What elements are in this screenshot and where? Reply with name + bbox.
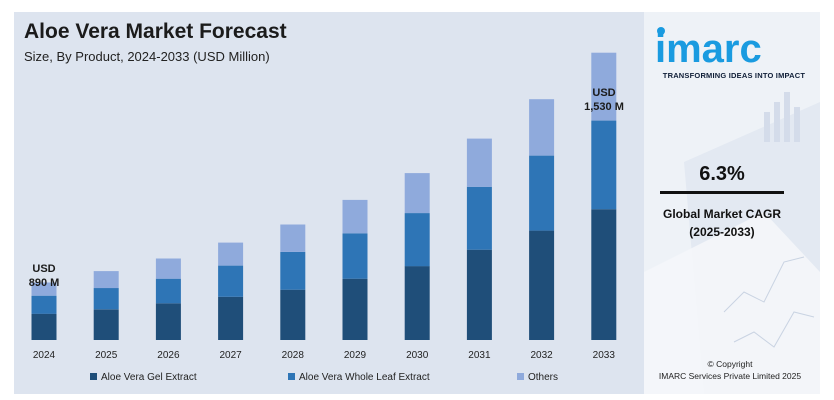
x-tick-label-2026: 2026 — [157, 350, 180, 361]
bar-whole-leaf-2029 — [342, 233, 368, 279]
cagr-value: 6.3% — [699, 163, 745, 185]
x-tick-label-2027: 2027 — [219, 350, 242, 361]
bar-whole-leaf-2032 — [529, 155, 555, 231]
cagr-label-period: (2025-2033) — [689, 225, 755, 239]
bar-gel-2026 — [155, 303, 181, 340]
x-tick-label-2033: 2033 — [593, 350, 616, 361]
copyright-line: © Copyright — [707, 359, 753, 369]
bar-whole-leaf-2030 — [404, 213, 430, 267]
bar-whole-leaf-2033 — [591, 120, 617, 210]
cagr-label: Global Market CAGR (2025-2033) — [650, 205, 794, 241]
brand-panel — [644, 12, 820, 394]
legend-item-others: Others — [517, 372, 558, 383]
copyright-notice: © Copyright IMARC Services Private Limit… — [650, 358, 810, 382]
legend-label-others: Others — [528, 372, 559, 383]
legend-swatch-whole-leaf — [288, 373, 295, 380]
bar-gel-2030 — [404, 266, 430, 340]
bar-others-2033 — [591, 52, 617, 121]
bar-gel-2032 — [529, 230, 555, 340]
chart-subtitle: Size, By Product, 2024-2033 (USD Million… — [24, 49, 270, 64]
x-tick-label-2031: 2031 — [468, 350, 491, 361]
legend-label-whole-leaf: Aloe Vera Whole Leaf Extract — [299, 372, 430, 383]
bar-others-2030 — [404, 173, 430, 213]
brand-tagline: TRANSFORMING IDEAS INTO IMPACT — [662, 71, 806, 80]
bar-gel-2027 — [218, 296, 244, 340]
legend-item-whole-leaf: Aloe Vera Whole Leaf Extract — [288, 372, 430, 383]
bar-gel-2024 — [31, 313, 57, 340]
bar-whole-leaf-2026 — [155, 278, 181, 304]
bar-gel-2031 — [466, 249, 492, 340]
bar-whole-leaf-2028 — [280, 251, 306, 290]
bar-others-2026 — [155, 258, 181, 279]
legend-item-gel: Aloe Vera Gel Extract — [90, 372, 197, 383]
x-tick-label-2030: 2030 — [406, 350, 429, 361]
chart-title: Aloe Vera Market Forecast — [24, 20, 287, 43]
bar-others-2028 — [280, 224, 306, 252]
x-tick-label-2024: 2024 — [33, 350, 56, 361]
bar-gel-2033 — [591, 209, 617, 340]
x-tick-label-2029: 2029 — [344, 350, 367, 361]
bar-whole-leaf-2027 — [218, 265, 244, 297]
end-label-value: 1,530 M — [584, 101, 624, 113]
bar-others-2031 — [466, 138, 492, 187]
imarc-logo: imarc — [655, 27, 762, 68]
bar-gel-2025 — [93, 309, 119, 340]
bar-whole-leaf-2025 — [93, 288, 119, 310]
bar-others-2032 — [529, 99, 555, 156]
start-label-currency: USD — [32, 263, 56, 275]
legend-swatch-others — [517, 373, 524, 380]
bar-chart: 2024 2025 2026 2027 2028 2029 2030 2031 2032 2033 — [31, 52, 617, 361]
cagr-divider — [660, 191, 784, 194]
end-label-currency: USD — [592, 87, 616, 99]
cagr-label-title: Global Market CAGR — [662, 207, 782, 221]
start-value-label: USD 890 M — [14, 262, 74, 290]
bar-others-2029 — [342, 199, 368, 234]
background-decoration — [644, 92, 820, 394]
bar-others-2027 — [218, 242, 244, 266]
bar-whole-leaf-2024 — [31, 295, 57, 314]
legend-swatch-gel — [90, 373, 97, 380]
x-tick-label-2028: 2028 — [282, 350, 305, 361]
end-value-label: USD 1,530 M — [574, 86, 634, 114]
bar-whole-leaf-2031 — [466, 186, 492, 250]
x-tick-label-2025: 2025 — [95, 350, 118, 361]
bar-gel-2028 — [280, 289, 306, 340]
legend-label-gel: Aloe Vera Gel Extract — [101, 372, 197, 383]
bar-others-2025 — [93, 271, 119, 289]
logo-wordmark: imarc — [655, 27, 762, 68]
bar-gel-2029 — [342, 278, 368, 340]
copyright-owner: IMARC Services Private Limited 2025 — [658, 371, 802, 381]
start-label-value: 890 M — [28, 277, 60, 289]
x-tick-label-2032: 2032 — [530, 350, 553, 361]
bar-others-2024 — [31, 282, 57, 296]
